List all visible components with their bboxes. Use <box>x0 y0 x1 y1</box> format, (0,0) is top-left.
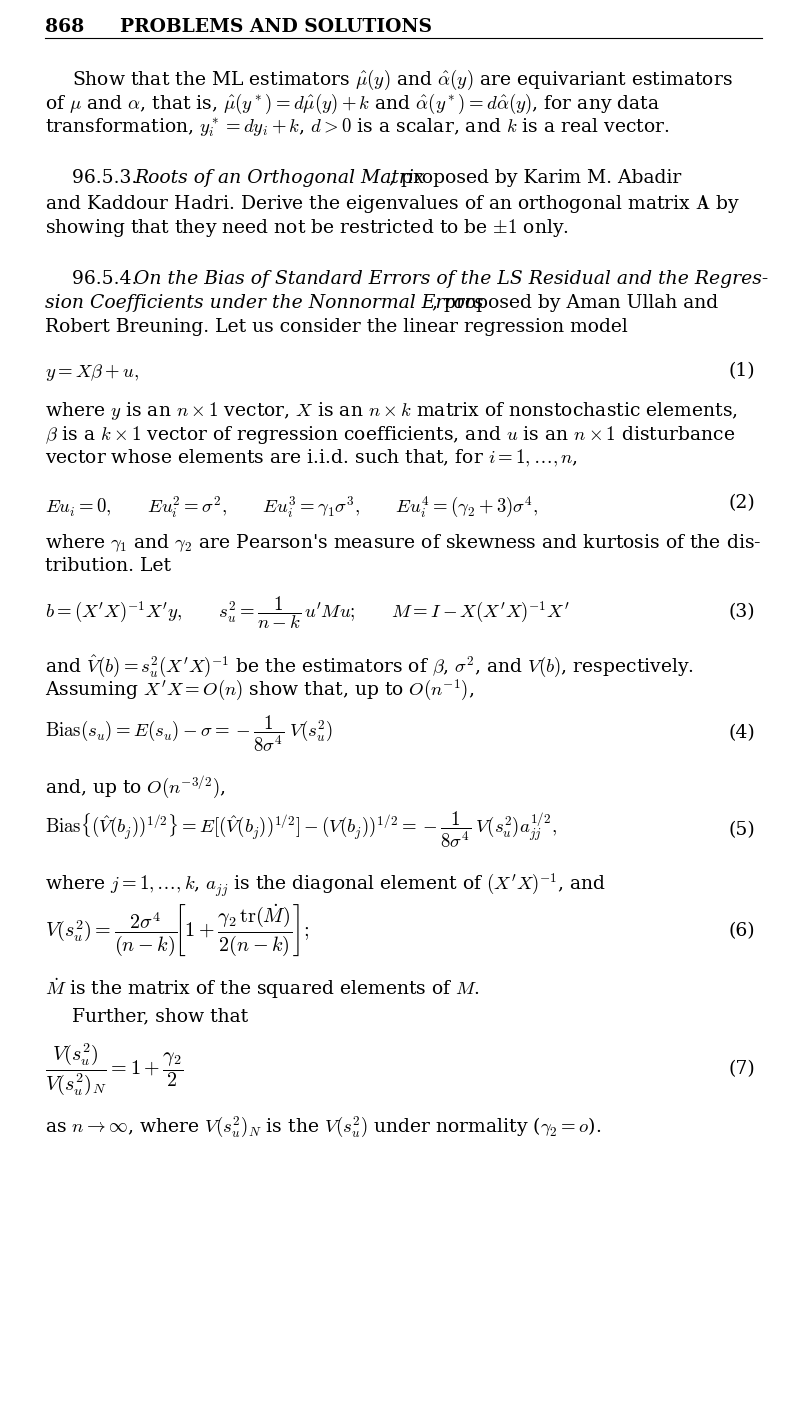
Text: , proposed by Karim M. Abadir: , proposed by Karim M. Abadir <box>389 169 682 187</box>
Text: $\mathrm{Bias}(s_u) = E(s_u) - \sigma = -\dfrac{1}{8\sigma^4}\; V(s_u^2)$: $\mathrm{Bias}(s_u) = E(s_u) - \sigma = … <box>45 712 333 753</box>
Text: , proposed by Aman Ullah and: , proposed by Aman Ullah and <box>432 294 718 312</box>
Text: showing that they need not be restricted to be $\pm 1$ only.: showing that they need not be restricted… <box>45 217 569 238</box>
Text: and $\hat{V}(b) = s_u^2(X'X)^{-1}$ be the estimators of $\beta$, $\sigma^2$, and: and $\hat{V}(b) = s_u^2(X'X)^{-1}$ be th… <box>45 654 694 680</box>
Text: Assuming $X'X = O(n)$ show that, up to $O(n^{-1})$,: Assuming $X'X = O(n)$ show that, up to $… <box>45 678 474 702</box>
Text: 868: 868 <box>45 18 84 35</box>
Text: $b = (X'X)^{-1}X'y, \qquad s_u^2 = \dfrac{1}{n-k}\, u'Mu; \qquad M = I - X(X'X)^: $b = (X'X)^{-1}X'y, \qquad s_u^2 = \dfra… <box>45 595 570 631</box>
Text: 96.5.4.: 96.5.4. <box>72 270 143 288</box>
Text: where $\gamma_1$ and $\gamma_2$ are Pearson's measure of skewness and kurtosis o: where $\gamma_1$ and $\gamma_2$ are Pear… <box>45 532 762 555</box>
Text: (2): (2) <box>728 494 755 512</box>
Text: Robert Breuning. Let us consider the linear regression model: Robert Breuning. Let us consider the lin… <box>45 318 628 336</box>
Text: $\dot{M}$ is the matrix of the squared elements of $M$.: $\dot{M}$ is the matrix of the squared e… <box>45 976 480 1000</box>
Text: Show that the ML estimators $\hat{\mu}(y)$ and $\hat{\alpha}(y)$ are equivariant: Show that the ML estimators $\hat{\mu}(y… <box>72 68 733 92</box>
Text: transformation, $y_i^* = dy_i + k$, $d > 0$ is a scalar, and $k$ is a real vecto: transformation, $y_i^* = dy_i + k$, $d >… <box>45 116 670 139</box>
Text: $\dfrac{V(s_u^2)}{V(s_u^2)_N} = 1 + \dfrac{\gamma_2}{2}$: $\dfrac{V(s_u^2)}{V(s_u^2)_N} = 1 + \dfr… <box>45 1042 184 1097</box>
Text: (4): (4) <box>728 724 755 742</box>
Text: and, up to $O(n^{-3/2})$,: and, up to $O(n^{-3/2})$, <box>45 775 226 800</box>
Text: of $\mu$ and $\alpha$, that is, $\hat{\mu}(y^*) = d\hat{\mu}(y) + k$ and $\hat{\: of $\mu$ and $\alpha$, that is, $\hat{\m… <box>45 92 660 116</box>
Text: (5): (5) <box>728 822 755 839</box>
Text: Further, show that: Further, show that <box>72 1007 248 1025</box>
Text: 96.5.3.: 96.5.3. <box>72 169 143 187</box>
Text: and Kaddour Hadri. Derive the eigenvalues of an orthogonal matrix $\mathbf{A}$ b: and Kaddour Hadri. Derive the eigenvalue… <box>45 193 740 214</box>
Text: (3): (3) <box>728 603 755 622</box>
Text: On the Bias of Standard Errors of the LS Residual and the Regres-: On the Bias of Standard Errors of the LS… <box>134 270 768 288</box>
Text: (1): (1) <box>728 362 755 380</box>
Text: $y = X\beta + u,$: $y = X\beta + u,$ <box>45 362 139 383</box>
Text: (6): (6) <box>728 922 755 939</box>
Text: $\beta$ is a $k \times 1$ vector of regression coefficients, and $u$ is an $n \t: $\beta$ is a $k \times 1$ vector of regr… <box>45 424 735 446</box>
Text: Roots of an Orthogonal Matrix: Roots of an Orthogonal Matrix <box>134 169 425 187</box>
Text: vector whose elements are i.i.d. such that, for $i = 1, \ldots, n$,: vector whose elements are i.i.d. such th… <box>45 448 578 470</box>
Text: where $y$ is an $n \times 1$ vector, $X$ is an $n \times k$ matrix of nonstochas: where $y$ is an $n \times 1$ vector, $X$… <box>45 400 738 421</box>
Text: PROBLEMS AND SOLUTIONS: PROBLEMS AND SOLUTIONS <box>120 18 432 35</box>
Text: where $j = 1, \ldots, k$, $a_{jj}$ is the diagonal element of $(X'X)^{-1}$, and: where $j = 1, \ldots, k$, $a_{jj}$ is th… <box>45 871 606 898</box>
Text: as $n \to \infty$, where $V(s_u^2)_N$ is the $V(s_u^2)$ under normality ($\gamma: as $n \to \infty$, where $V(s_u^2)_N$ is… <box>45 1114 602 1139</box>
Text: $Eu_i = 0, \qquad Eu_i^2 = \sigma^2, \qquad Eu_i^3 = \gamma_1 \sigma^3, \qquad E: $Eu_i = 0, \qquad Eu_i^2 = \sigma^2, \qq… <box>45 494 538 519</box>
Text: (7): (7) <box>728 1060 755 1078</box>
Text: $\mathrm{Bias}\{(\hat{V}(b_j))^{1/2}\} = E[(\hat{V}(b_j))^{1/2}] - (V(b_j))^{1/2: $\mathrm{Bias}\{(\hat{V}(b_j))^{1/2}\} =… <box>45 810 557 850</box>
Text: tribution. Let: tribution. Let <box>45 556 171 575</box>
Text: $V(s_u^2) = \dfrac{2\sigma^4}{(n-k)}\!\left[1 + \dfrac{\gamma_2\,\mathrm{tr}(\do: $V(s_u^2) = \dfrac{2\sigma^4}{(n-k)}\!\l… <box>45 902 310 958</box>
Text: sion Coefficients under the Nonnormal Errors: sion Coefficients under the Nonnormal Er… <box>45 294 483 312</box>
